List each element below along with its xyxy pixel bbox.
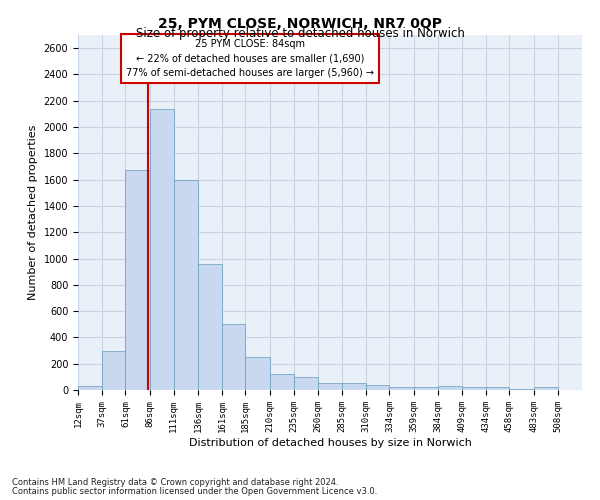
Text: 25 PYM CLOSE: 84sqm
← 22% of detached houses are smaller (1,690)
77% of semi-det: 25 PYM CLOSE: 84sqm ← 22% of detached ho… <box>126 39 374 78</box>
Text: 25, PYM CLOSE, NORWICH, NR7 0QP: 25, PYM CLOSE, NORWICH, NR7 0QP <box>158 18 442 32</box>
Bar <box>245 358 269 390</box>
Bar <box>389 387 413 390</box>
Bar <box>413 387 438 390</box>
Bar <box>78 386 102 390</box>
Bar <box>462 388 486 390</box>
Bar <box>294 377 318 390</box>
Bar <box>342 384 366 390</box>
Bar <box>438 386 462 390</box>
Bar <box>198 264 222 390</box>
Bar <box>269 374 294 390</box>
X-axis label: Distribution of detached houses by size in Norwich: Distribution of detached houses by size … <box>188 438 472 448</box>
Bar <box>533 388 558 390</box>
Bar <box>222 324 245 390</box>
Text: Size of property relative to detached houses in Norwich: Size of property relative to detached ho… <box>136 28 464 40</box>
Bar <box>125 170 149 390</box>
Bar <box>318 383 342 390</box>
Bar <box>486 388 509 390</box>
Text: Contains public sector information licensed under the Open Government Licence v3: Contains public sector information licen… <box>12 487 377 496</box>
Text: Contains HM Land Registry data © Crown copyright and database right 2024.: Contains HM Land Registry data © Crown c… <box>12 478 338 487</box>
Bar <box>149 110 174 390</box>
Bar <box>102 351 125 390</box>
Y-axis label: Number of detached properties: Number of detached properties <box>28 125 38 300</box>
Bar <box>174 180 198 390</box>
Bar <box>366 386 389 390</box>
